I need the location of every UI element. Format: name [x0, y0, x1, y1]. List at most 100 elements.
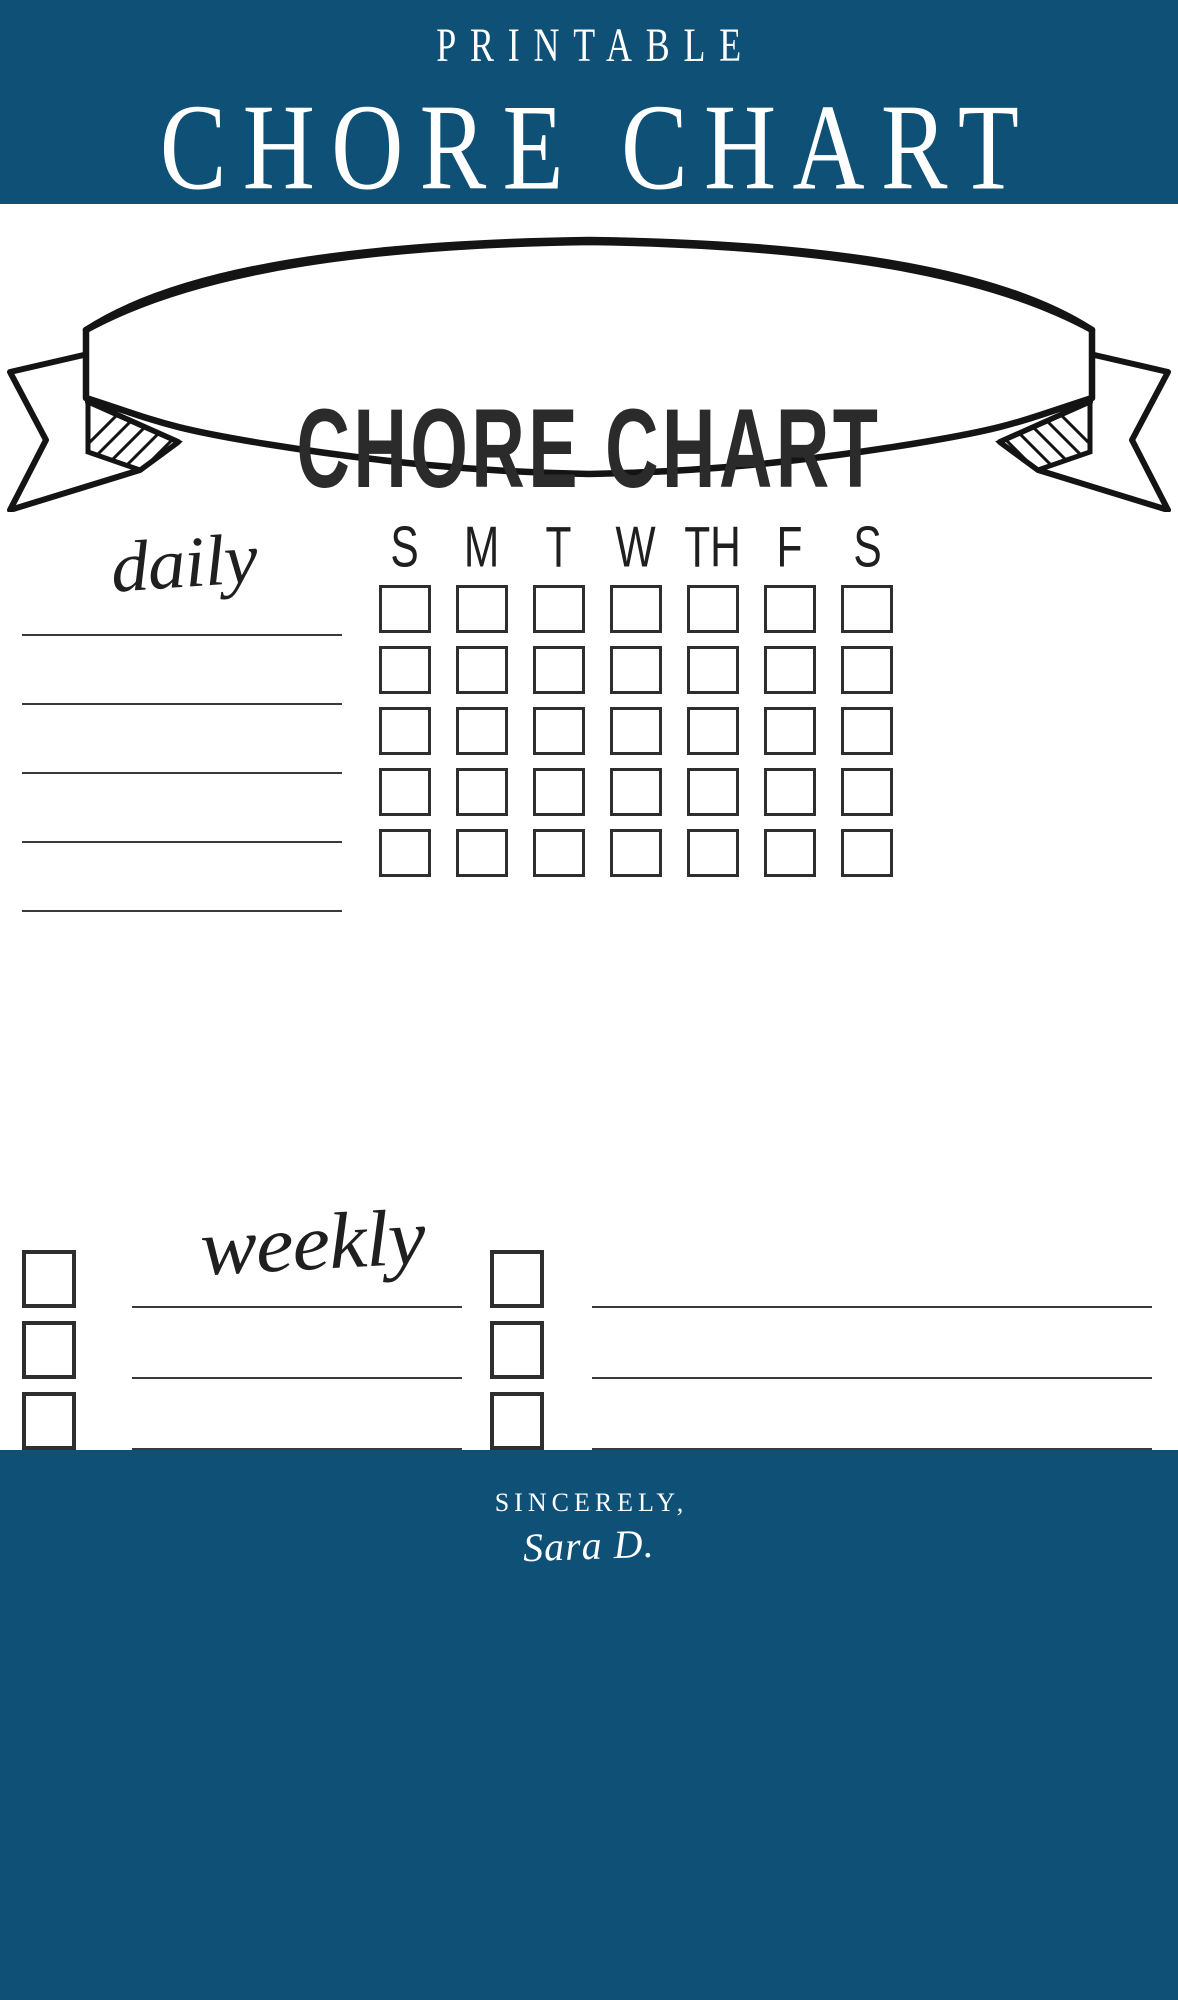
daily-checkbox-cell	[674, 646, 751, 694]
daily-write-line[interactable]	[22, 841, 342, 843]
weekly-list-item	[490, 1250, 1152, 1321]
weekly-write-line[interactable]	[132, 1448, 462, 1450]
header-title: CHORE CHART	[159, 79, 1035, 216]
daily-checkbox-cell	[443, 768, 520, 816]
daily-checkbox-cell	[443, 646, 520, 694]
daily-checkbox[interactable]	[841, 707, 894, 755]
daily-checkbox[interactable]	[532, 646, 585, 694]
weekly-checkbox[interactable]	[490, 1392, 544, 1450]
daily-checkbox[interactable]	[764, 829, 817, 877]
ribbon-banner-icon	[0, 222, 1178, 513]
daily-checkbox[interactable]	[378, 585, 431, 633]
daily-checkbox-cell	[520, 707, 597, 755]
daily-checkbox[interactable]	[609, 707, 662, 755]
daily-checkbox-cell	[674, 585, 751, 633]
daily-checkbox[interactable]	[532, 829, 585, 877]
daily-write-lines	[22, 634, 342, 979]
daily-checkbox-grid: S M T W TH F S	[366, 518, 906, 877]
daily-checkbox-cell	[520, 585, 597, 633]
daily-checkbox-cell	[443, 829, 520, 877]
daily-checkbox-cell	[751, 646, 828, 694]
page-header-banner: PRINTABLE CHORE CHART	[0, 0, 1178, 209]
daily-checkbox[interactable]	[686, 829, 739, 877]
daily-checkbox[interactable]	[455, 768, 508, 816]
daily-checkbox-row	[366, 768, 906, 816]
daily-checkbox-cell	[751, 585, 828, 633]
daily-checkbox[interactable]	[609, 585, 662, 633]
day-header-row: S M T W TH F S	[366, 518, 906, 576]
daily-checkbox-cell	[443, 585, 520, 633]
daily-checkbox-cell	[829, 646, 906, 694]
weekly-list-item	[22, 1321, 472, 1392]
daily-checkbox[interactable]	[686, 707, 739, 755]
day-header-sun: S	[390, 514, 419, 580]
weekly-list-item	[22, 1392, 472, 1463]
day-header-tue: T	[545, 514, 572, 580]
daily-write-line[interactable]	[22, 772, 342, 774]
weekly-list-item	[490, 1392, 1152, 1463]
daily-checkbox[interactable]	[764, 707, 817, 755]
daily-section-label: daily	[108, 517, 260, 608]
daily-checkbox[interactable]	[609, 646, 662, 694]
daily-checkbox[interactable]	[532, 585, 585, 633]
weekly-write-line[interactable]	[132, 1306, 462, 1308]
daily-checkbox[interactable]	[378, 646, 431, 694]
daily-checkbox-cell	[366, 646, 443, 694]
weekly-checkbox[interactable]	[490, 1321, 544, 1379]
daily-checkbox[interactable]	[841, 829, 894, 877]
daily-checkbox[interactable]	[378, 829, 431, 877]
day-header-sat: S	[852, 514, 882, 580]
footer-signature: Sara D.	[522, 1520, 656, 1571]
weekly-checkbox[interactable]	[22, 1392, 76, 1450]
daily-checkbox-cell	[597, 707, 674, 755]
daily-checkbox[interactable]	[609, 768, 662, 816]
daily-checkbox[interactable]	[764, 585, 817, 633]
daily-checkbox-cell	[366, 768, 443, 816]
daily-checkbox-cell	[829, 707, 906, 755]
daily-checkbox[interactable]	[378, 768, 431, 816]
daily-write-line[interactable]	[22, 910, 342, 912]
daily-checkbox-row	[366, 646, 906, 694]
header-kicker: PRINTABLE	[436, 19, 756, 73]
daily-checkbox[interactable]	[841, 585, 894, 633]
daily-checkbox-cell	[366, 707, 443, 755]
footer-sincerely-text: SINCERELY,	[494, 1488, 689, 1517]
daily-checkbox-cell	[443, 707, 520, 755]
daily-checkbox-cell	[520, 646, 597, 694]
daily-checkbox-cell	[520, 768, 597, 816]
daily-checkbox-row	[366, 707, 906, 755]
daily-checkbox[interactable]	[841, 768, 894, 816]
daily-checkbox-cell	[751, 829, 828, 877]
daily-checkbox[interactable]	[532, 768, 585, 816]
daily-checkbox-cell	[829, 585, 906, 633]
weekly-write-line[interactable]	[592, 1377, 1152, 1379]
daily-checkbox[interactable]	[764, 768, 817, 816]
weekly-list-item	[490, 1321, 1152, 1392]
weekly-write-line[interactable]	[132, 1377, 462, 1379]
weekly-checkbox[interactable]	[22, 1250, 76, 1308]
daily-checkbox[interactable]	[609, 829, 662, 877]
daily-checkbox[interactable]	[455, 585, 508, 633]
daily-checkbox[interactable]	[532, 707, 585, 755]
weekly-checkbox[interactable]	[22, 1321, 76, 1379]
weekly-write-line[interactable]	[592, 1448, 1152, 1450]
daily-checkbox[interactable]	[841, 646, 894, 694]
daily-checkbox[interactable]	[455, 646, 508, 694]
daily-checkbox[interactable]	[455, 707, 508, 755]
daily-checkbox[interactable]	[686, 646, 739, 694]
daily-checkbox[interactable]	[378, 707, 431, 755]
daily-checkbox-cell	[674, 707, 751, 755]
daily-write-line[interactable]	[22, 634, 342, 636]
day-header-wed: W	[615, 514, 656, 580]
daily-checkbox-row	[366, 585, 906, 633]
daily-checkbox-cell	[597, 768, 674, 816]
daily-checkbox[interactable]	[686, 768, 739, 816]
daily-checkbox[interactable]	[455, 829, 508, 877]
daily-checkbox-cell	[520, 829, 597, 877]
daily-write-line[interactable]	[22, 703, 342, 705]
daily-checkbox[interactable]	[686, 585, 739, 633]
weekly-write-line[interactable]	[592, 1306, 1152, 1308]
daily-checkbox-cell	[674, 829, 751, 877]
daily-checkbox[interactable]	[764, 646, 817, 694]
weekly-checkbox[interactable]	[490, 1250, 544, 1308]
